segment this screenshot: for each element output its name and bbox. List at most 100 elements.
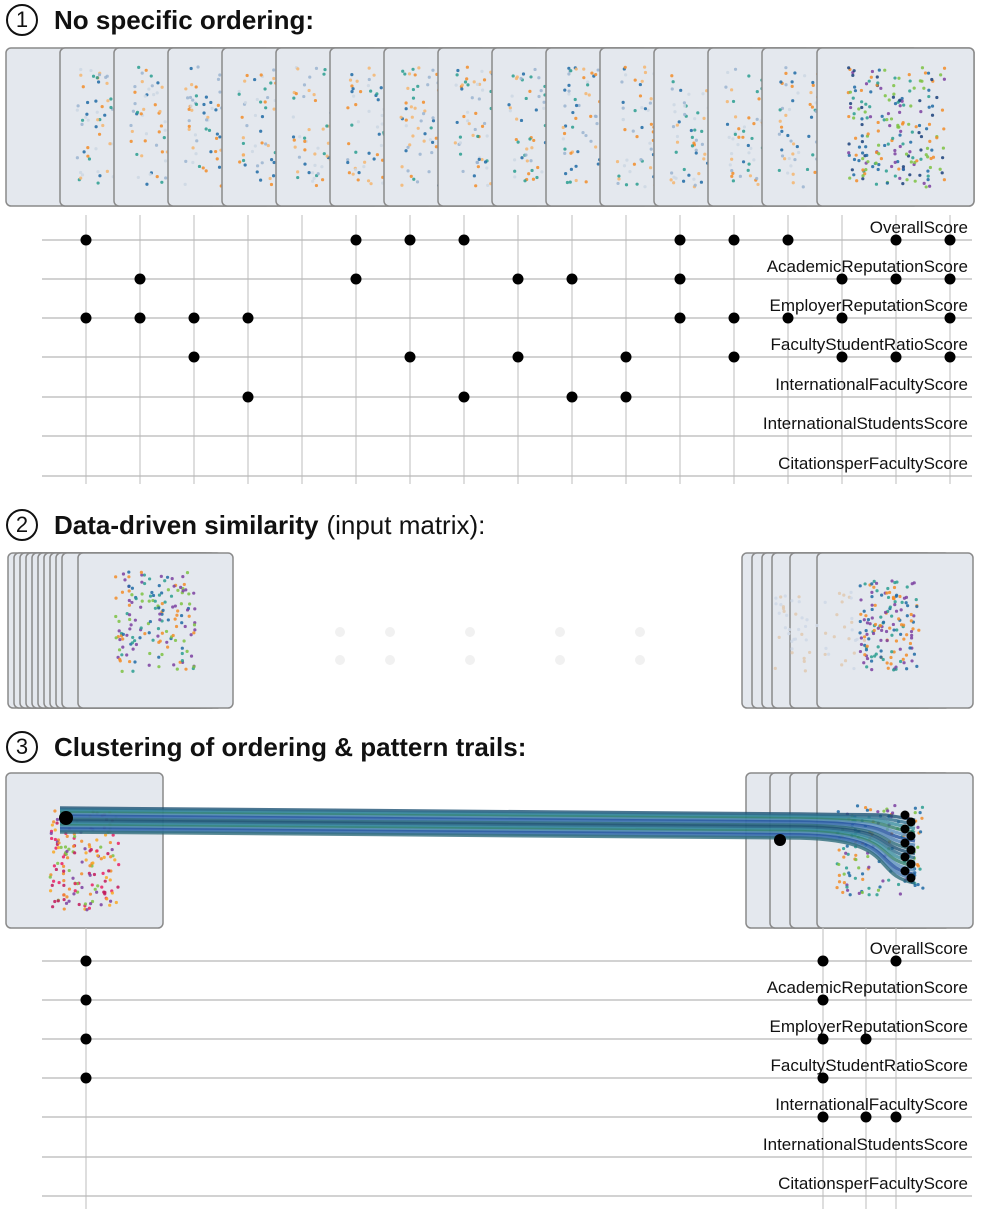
scatter-point <box>747 74 751 78</box>
scatter-point <box>114 596 118 600</box>
scatter-point <box>912 614 916 618</box>
scatter-point <box>640 79 644 83</box>
scatter-point <box>793 637 798 641</box>
scatter-point <box>180 658 185 663</box>
scatter-point <box>803 624 808 629</box>
scatter-point <box>844 851 848 855</box>
scatter-point <box>65 849 69 853</box>
scatter-point <box>926 169 930 173</box>
matrix-1-dot <box>566 391 578 403</box>
scatter-point <box>901 142 905 146</box>
scatter-point <box>852 112 856 116</box>
scatter-point <box>868 115 873 119</box>
scatter-point <box>75 156 79 160</box>
pattern-trail <box>59 811 916 835</box>
scatter-point <box>307 171 311 175</box>
scatter-point <box>793 71 797 75</box>
scatter-point <box>461 169 465 174</box>
scatter-point <box>206 115 210 119</box>
scatter-point <box>811 83 815 87</box>
scatter-point <box>183 624 187 629</box>
scatter-point <box>95 110 99 114</box>
scatter-point <box>847 637 851 641</box>
scatter-point <box>837 873 841 877</box>
scatter-point <box>890 811 895 815</box>
scatter-point <box>939 73 943 77</box>
scatter-point <box>347 171 351 175</box>
scatter-point <box>466 110 470 114</box>
scatter-point <box>847 66 851 70</box>
scatter-point <box>640 105 644 110</box>
scatter-point <box>153 103 157 107</box>
scatter-point <box>882 809 886 813</box>
scatter-point <box>88 873 92 877</box>
scatter-point <box>192 665 196 669</box>
scatter-point <box>737 135 741 139</box>
scatter-point <box>574 67 578 71</box>
scatter-point <box>879 86 883 90</box>
scatter-point <box>702 116 706 120</box>
scatter-point <box>253 77 257 82</box>
scatter-point <box>898 133 902 137</box>
scatter-point <box>163 159 168 163</box>
trail-end-marker <box>906 817 916 827</box>
scatter-point <box>670 74 674 78</box>
scatter-point <box>638 82 642 87</box>
scatter-point <box>163 600 167 604</box>
scatter-point <box>891 95 896 99</box>
scatter-point <box>883 94 887 98</box>
matrix-3-dot <box>890 1111 902 1123</box>
scatter-point <box>736 142 740 147</box>
matrix-3-dot <box>817 1033 829 1045</box>
scatter-point <box>482 121 487 126</box>
scatter-point <box>157 655 161 659</box>
scatter-point <box>259 100 263 104</box>
thumbnail-6-scatter <box>346 66 394 186</box>
scatter-point <box>913 883 917 888</box>
scatter-point <box>367 77 371 82</box>
scatter-point <box>746 143 750 148</box>
scatter-point <box>472 80 476 84</box>
scatter-point <box>175 613 179 617</box>
scatter-point <box>865 808 870 812</box>
scatter-point <box>80 885 84 890</box>
scatter-point <box>194 102 199 106</box>
scatter-point <box>406 169 410 173</box>
matrix-1-attribute-label: FacultyStudentRatioScore <box>771 335 969 354</box>
scatter-point <box>185 608 190 612</box>
scatter-point <box>173 617 177 621</box>
scatter-point <box>216 77 221 81</box>
scatter-point <box>865 116 869 120</box>
scatter-point <box>912 86 916 90</box>
scatter-point <box>303 139 307 143</box>
scatter-point <box>202 102 206 107</box>
scatter-point <box>897 167 901 171</box>
scatter-point <box>857 159 861 163</box>
scatter-point <box>416 126 420 130</box>
scatter-point <box>166 645 170 649</box>
scatter-point <box>260 161 264 165</box>
scatter-point <box>133 660 137 664</box>
scatter-point <box>866 160 870 164</box>
matrix-1-dot <box>512 351 524 363</box>
scatter-point <box>926 178 930 182</box>
scatter-point <box>314 66 319 70</box>
scatter-point <box>127 598 131 603</box>
scatter-point <box>888 590 892 595</box>
scatter-point <box>589 139 593 143</box>
scatter-point <box>537 94 541 99</box>
scatter-point <box>586 83 590 87</box>
scatter-point <box>911 156 915 160</box>
scatter-point <box>623 65 627 69</box>
scatter-point <box>180 646 184 650</box>
scatter-point <box>77 902 81 907</box>
scatter-point <box>809 90 813 95</box>
scatter-point <box>782 609 786 613</box>
scatter-point <box>571 110 575 115</box>
scatter-point <box>787 627 792 632</box>
scatter-point <box>133 618 137 622</box>
scatter-point <box>525 147 529 151</box>
scatter-point <box>561 125 565 130</box>
scatter-point <box>863 110 867 114</box>
scatter-point <box>802 659 806 663</box>
